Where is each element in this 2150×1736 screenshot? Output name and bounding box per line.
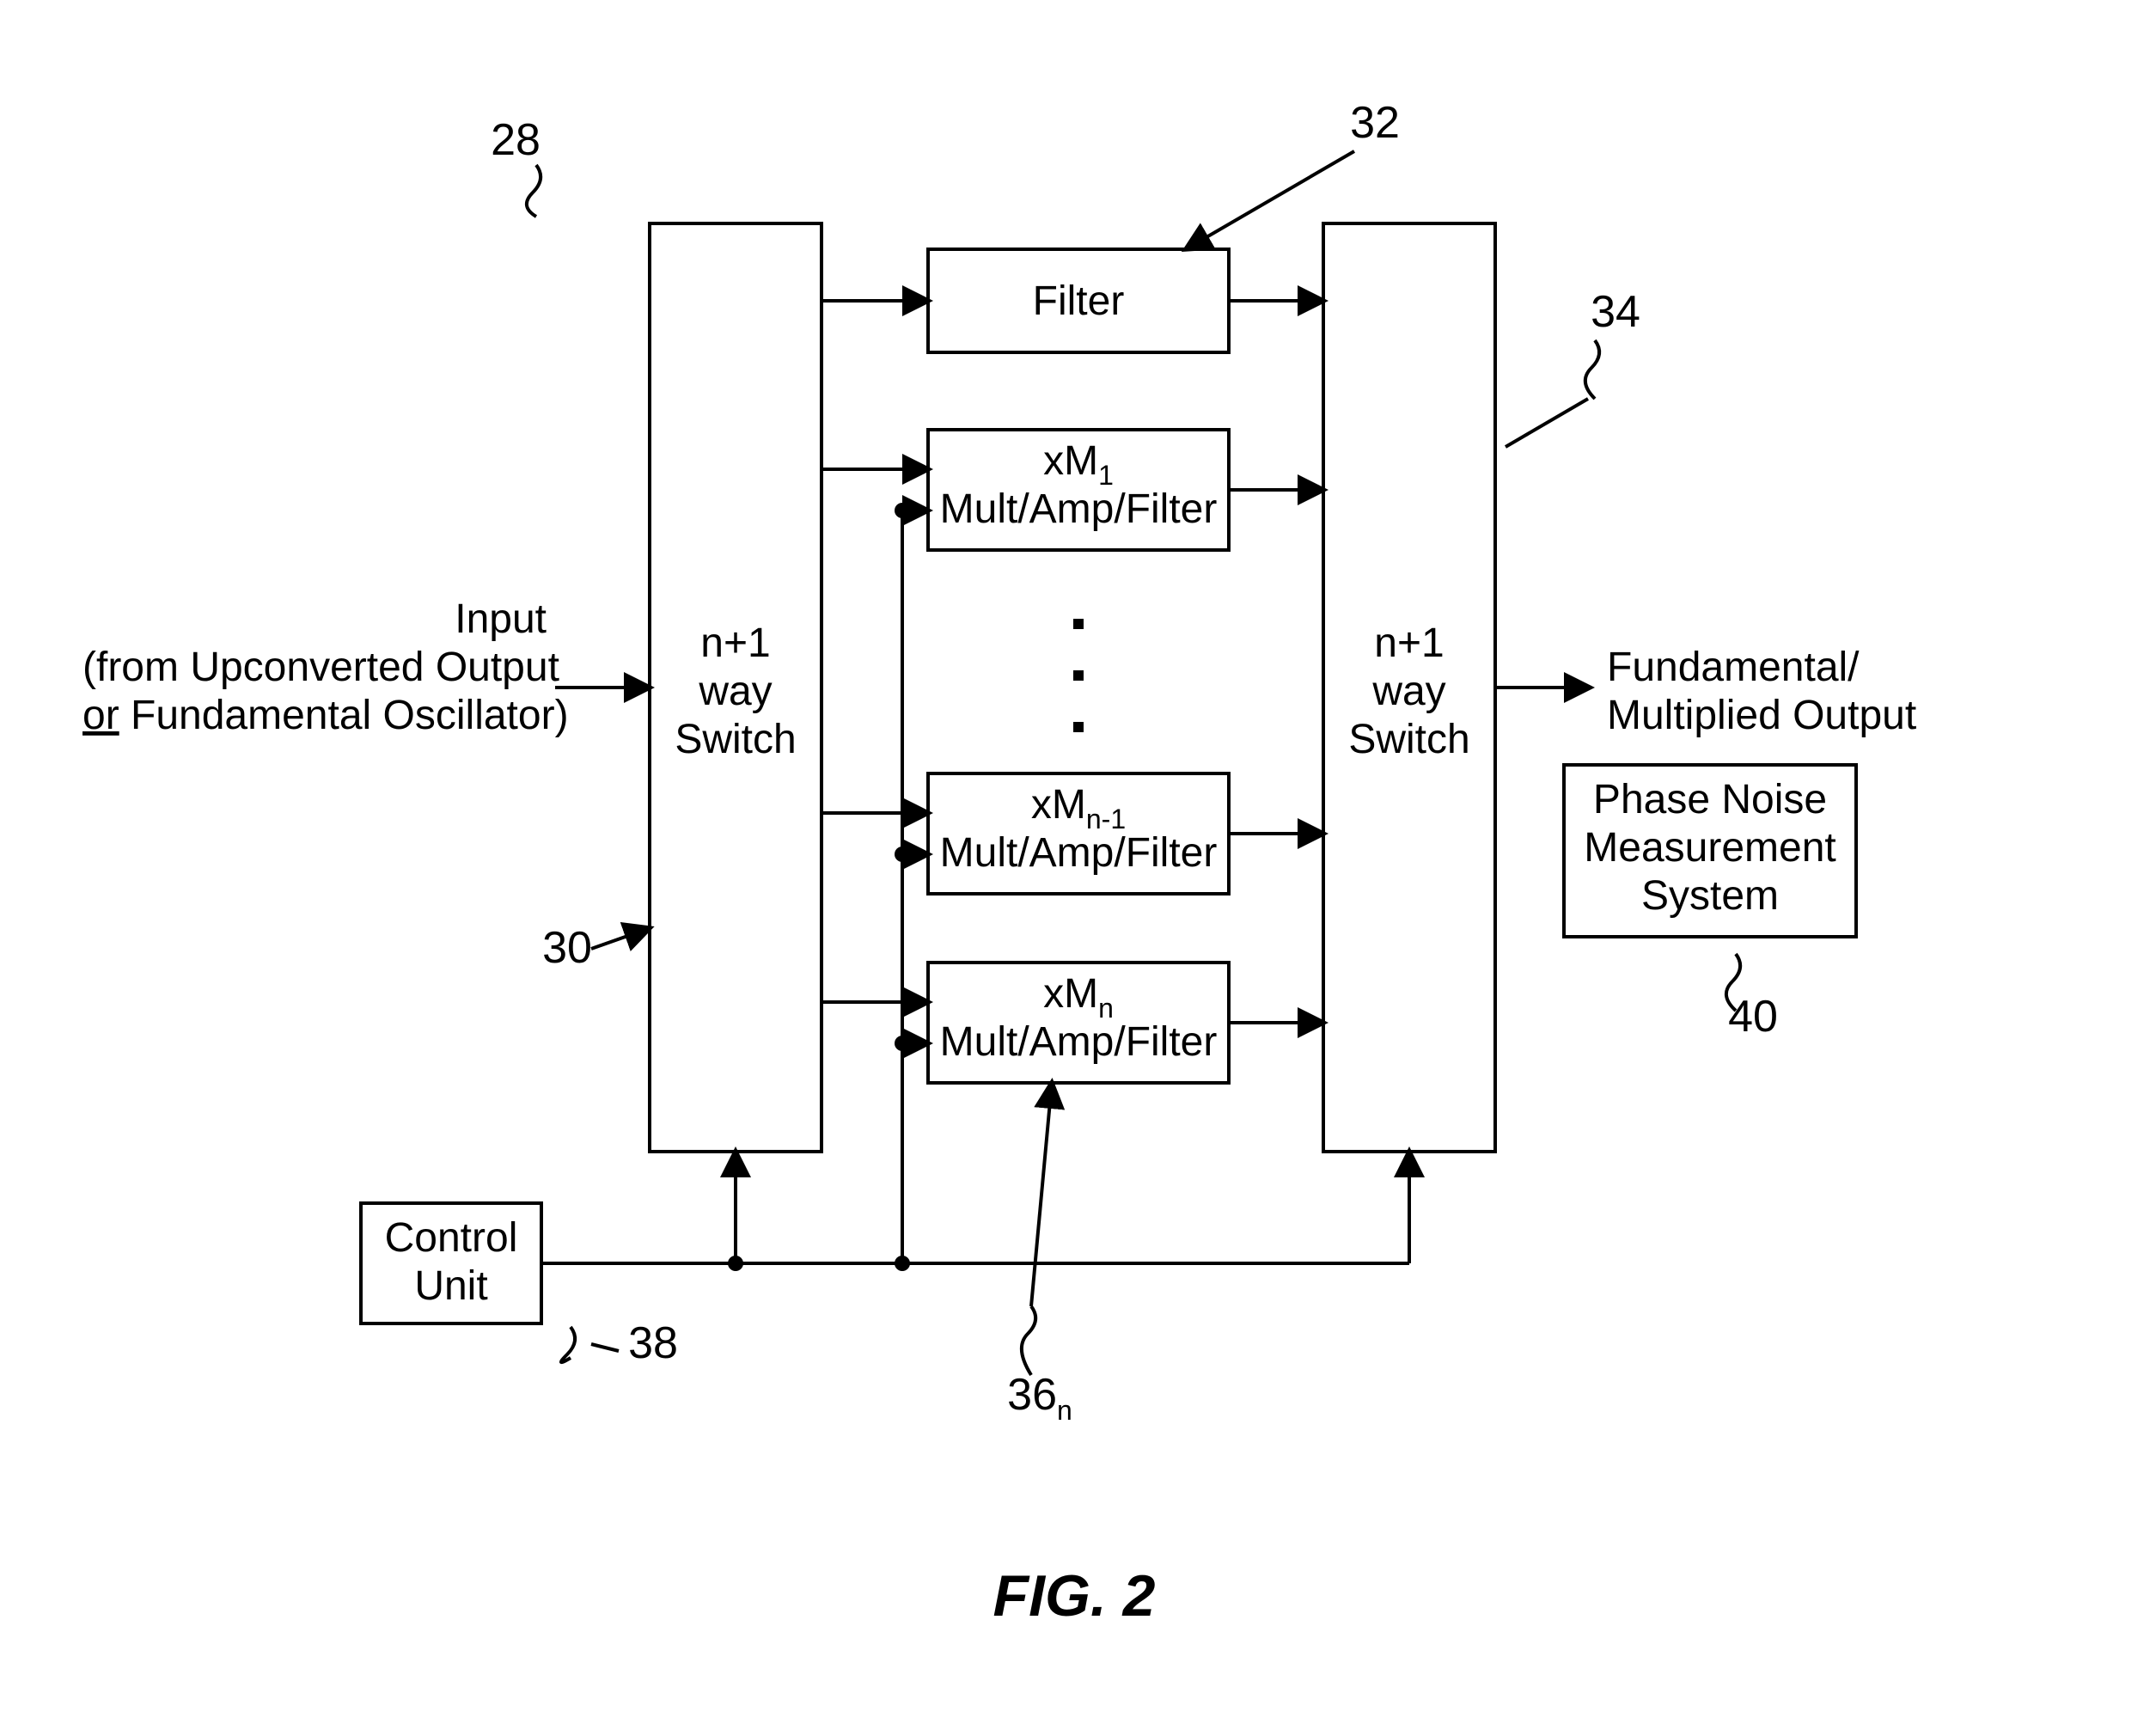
- pnm-l1: Phase Noise: [1593, 777, 1827, 822]
- right-switch-l3: Switch: [1348, 717, 1469, 762]
- figure-caption: FIG. 2: [993, 1563, 1156, 1629]
- control-l1: Control: [385, 1215, 518, 1261]
- ref-30: 30: [542, 923, 592, 973]
- ref-32: 32: [1350, 98, 1400, 148]
- input-l2: (from Upconverted Output: [82, 645, 559, 690]
- mult-1-l2: Mult/Amp/Filter: [940, 486, 1218, 532]
- ref-34: 34: [1591, 287, 1640, 337]
- input-l1: Input: [455, 596, 547, 642]
- filter-label: Filter: [1033, 278, 1125, 324]
- ellipsis-dot: [1073, 619, 1084, 629]
- ref-40: 40: [1728, 992, 1778, 1042]
- mult-n-l2: Mult/Amp/Filter: [940, 1019, 1218, 1065]
- figure-canvas: n+1waySwitchn+1waySwitchFilterxM1Mult/Am…: [0, 0, 2150, 1736]
- pnm-l3: System: [1641, 873, 1779, 919]
- output-l2: Multiplied Output: [1607, 693, 1916, 738]
- right-switch-l1: n+1: [1374, 620, 1444, 666]
- control-l2: Unit: [414, 1263, 487, 1309]
- input-l3: or Fundamental Oscillator): [82, 693, 569, 738]
- output-l1: Fundamental/: [1607, 645, 1860, 690]
- mult-n1-l2: Mult/Amp/Filter: [940, 830, 1218, 876]
- ellipsis-dot: [1073, 670, 1084, 681]
- right-switch-l2: way: [1371, 669, 1445, 714]
- left-switch-l2: way: [698, 669, 772, 714]
- left-switch-l3: Switch: [675, 717, 796, 762]
- pnm-l2: Measurement: [1584, 825, 1835, 871]
- ref-36n: 36n: [1007, 1370, 1072, 1426]
- ref-28: 28: [491, 115, 541, 165]
- ellipsis-dot: [1073, 722, 1084, 732]
- ref-38: 38: [628, 1318, 678, 1368]
- left-switch-l1: n+1: [700, 620, 770, 666]
